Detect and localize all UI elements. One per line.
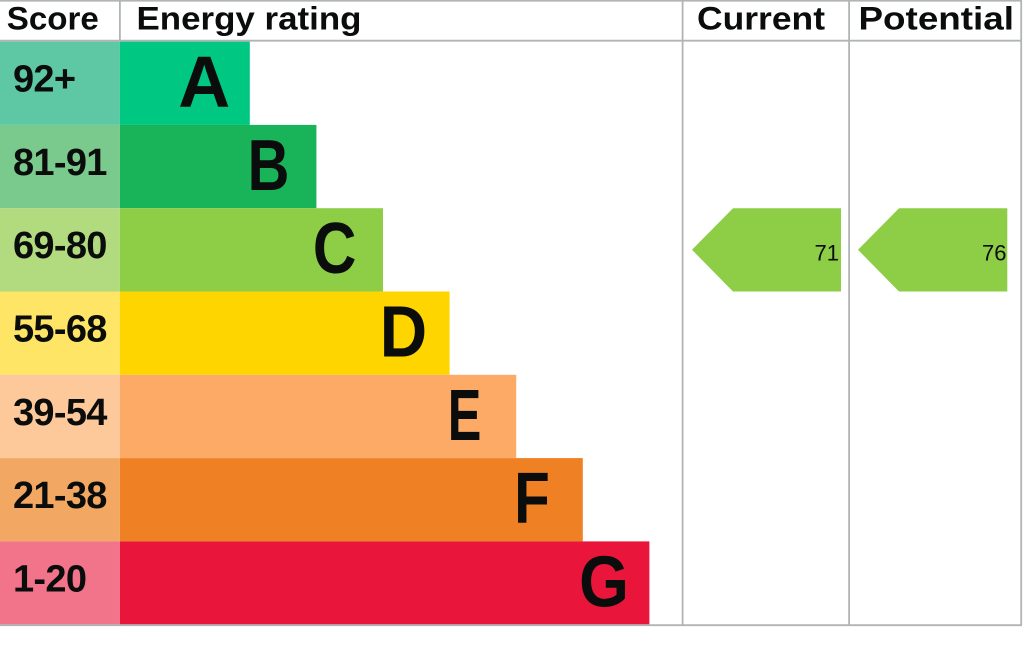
svg-text:81-91: 81-91: [13, 142, 107, 184]
svg-text:Score: Score: [7, 1, 99, 37]
svg-text:92+: 92+: [13, 59, 75, 101]
svg-text:39-54: 39-54: [13, 392, 107, 434]
svg-text:1-20: 1-20: [13, 558, 86, 600]
svg-text:Current: Current: [697, 1, 825, 37]
svg-text:D: D: [380, 292, 427, 372]
svg-text:B: B: [248, 125, 290, 205]
svg-text:76: 76: [982, 240, 1006, 265]
svg-text:A: A: [178, 43, 230, 123]
svg-text:69-80: 69-80: [13, 225, 107, 267]
svg-text:C: C: [313, 209, 357, 289]
svg-text:F: F: [514, 458, 550, 538]
svg-text:Potential: Potential: [859, 1, 1015, 37]
svg-text:71: 71: [815, 240, 839, 265]
svg-text:55-68: 55-68: [13, 309, 107, 351]
svg-text:E: E: [448, 376, 482, 456]
svg-text:G: G: [579, 542, 629, 622]
svg-text:Energy rating: Energy rating: [137, 1, 362, 37]
svg-text:21-38: 21-38: [13, 475, 107, 517]
